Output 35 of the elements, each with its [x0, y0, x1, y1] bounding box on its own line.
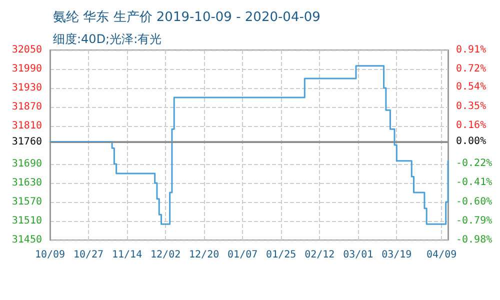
y-tick-label: 31810 [12, 120, 42, 132]
y-tick-label: 31450 [12, 234, 42, 246]
y-tick-label: 31630 [12, 178, 42, 188]
y-tick-label: 31570 [12, 196, 42, 208]
x-tick-label: 04/09 [426, 250, 457, 260]
y-tick-label: 31760 [12, 136, 42, 148]
x-tick-label: 01/25 [266, 250, 296, 260]
y2-tick-label: 0.35% [456, 100, 486, 112]
y2-tick-label: 0.00% [456, 136, 486, 147]
y-tick-label: 31990 [12, 64, 42, 74]
y2-tick-label: -0.79% [456, 215, 492, 226]
y2-tick-label: -0.98% [456, 234, 492, 246]
y2-tick-label: -0.60% [456, 196, 492, 208]
x-tick-label: 03/19 [382, 250, 412, 260]
x-tick-label: 03/01 [343, 250, 374, 260]
x-tick-label: 12/20 [189, 250, 220, 260]
x-tick-label: 12/02 [150, 250, 181, 260]
x-tick-label: 10/27 [73, 250, 104, 260]
y2-tick-label: 0.72% [456, 64, 486, 75]
x-tick-label: 02/12 [304, 250, 335, 260]
y-tick-label: 31510 [12, 216, 42, 226]
chart-subtitle: 细度:40D;光泽:有光 [53, 32, 162, 46]
y2-tick-label: 0.54% [456, 82, 486, 93]
y-tick-label: 31870 [12, 102, 42, 112]
y2-tick-label: -0.41% [456, 177, 492, 188]
y-tick-label: 31930 [12, 82, 42, 94]
chart-title: 氨纶 华东 生产价 2019-10-09 - 2020-04-09 [53, 10, 320, 25]
x-tick-label: 01/07 [228, 250, 258, 260]
x-tick-label: 11/14 [112, 250, 142, 260]
y2-tick-label: 0.91% [456, 44, 486, 56]
y2-tick-label: -0.22% [456, 158, 492, 170]
y-tick-label: 31690 [12, 158, 42, 170]
y2-tick-label: 0.16% [456, 120, 486, 131]
y-tick-label: 32050 [12, 44, 42, 56]
x-tick-label: 10/09 [34, 250, 66, 260]
